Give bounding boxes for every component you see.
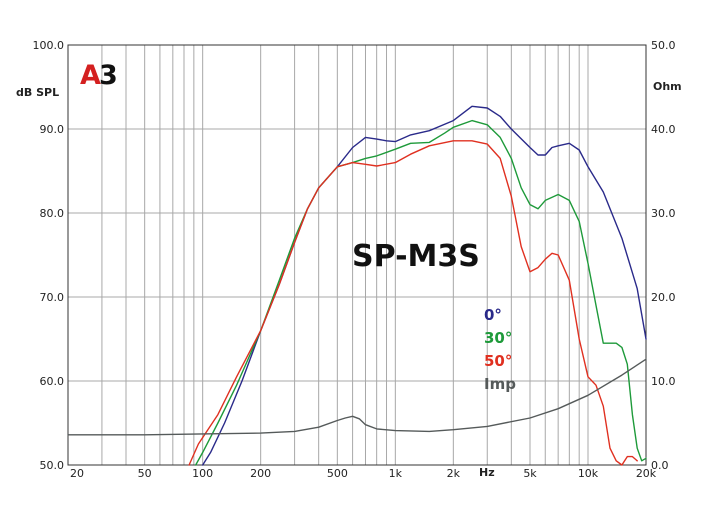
chart-title: SP-M3S	[352, 239, 480, 274]
series-line-imp	[67, 358, 647, 436]
x-tick-label: 20k	[636, 467, 657, 480]
y2-tick-label: 0.0	[651, 459, 669, 472]
legend-label-imp: Imp	[484, 375, 516, 393]
y-tick-labels: 50.0 60.0 70.0 80.0 90.0 100.0	[33, 39, 65, 472]
x-tick-label: 200	[250, 467, 271, 480]
y-tick-label: 60.0	[40, 375, 65, 388]
y-tick-label: 90.0	[40, 123, 65, 136]
legend-label-50deg: 50°	[484, 352, 512, 370]
x-tick-label: 10k	[578, 467, 599, 480]
x-tick-labels: 20 50 100 200 500 1k 2k 5k 10k 20k	[70, 467, 657, 480]
y2-tick-labels: 0.0 10.0 20.0 30.0 40.0 50.0	[651, 39, 676, 472]
x-tick-label: 1k	[389, 467, 403, 480]
logo-digit: 3	[99, 60, 118, 91]
plot-frame	[67, 44, 647, 466]
x-tick-label: 100	[192, 467, 213, 480]
x-tick-label: 5k	[523, 467, 537, 480]
y2-tick-label: 10.0	[651, 375, 676, 388]
y2-axis-label: Ohm	[653, 80, 682, 93]
y-tick-label: 80.0	[40, 207, 65, 220]
series-group	[67, 105, 647, 466]
x-axis-label: Hz	[479, 466, 495, 479]
y2-tick-label: 40.0	[651, 123, 676, 136]
y-tick-label: 100.0	[33, 39, 65, 52]
series-line-30deg	[194, 119, 647, 466]
y-tick-label: 70.0	[40, 291, 65, 304]
logo: A 3	[80, 60, 118, 91]
x-tick-label: 50	[138, 467, 152, 480]
legend: 0° 30° 50° Imp	[484, 306, 516, 393]
y2-tick-label: 50.0	[651, 39, 676, 52]
y2-tick-label: 20.0	[651, 291, 676, 304]
y-tick-label: 50.0	[40, 459, 65, 472]
x-tick-label: 2k	[447, 467, 461, 480]
y2-tick-label: 30.0	[651, 207, 676, 220]
logo-letter: A	[80, 60, 101, 91]
legend-label-30deg: 30°	[484, 329, 512, 347]
legend-label-0deg: 0°	[484, 306, 502, 324]
series-line-50deg	[188, 140, 638, 466]
y-axis-label: dB SPL	[16, 86, 59, 99]
x-tick-label: 20	[70, 467, 84, 480]
x-tick-label: 500	[327, 467, 348, 480]
grid	[68, 44, 646, 466]
